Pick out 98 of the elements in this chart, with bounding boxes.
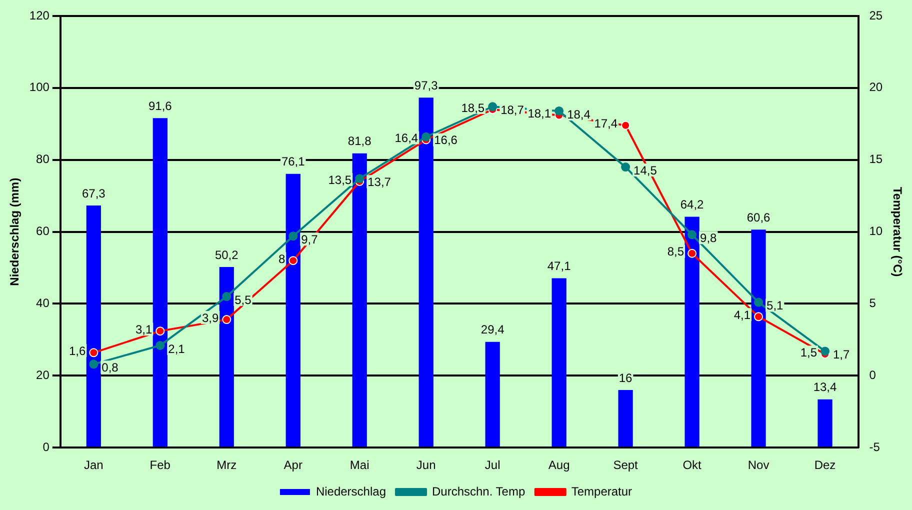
point	[820, 346, 830, 356]
data-label: 16	[618, 370, 633, 385]
data-label: 17,4	[594, 116, 618, 131]
data-label: 1,6	[68, 344, 86, 358]
point	[89, 360, 98, 369]
point	[156, 340, 165, 350]
point	[621, 162, 630, 172]
data-label: 81,8	[348, 134, 372, 148]
data-label: 13,7	[368, 174, 392, 189]
x-tick-label: Sept	[613, 458, 639, 472]
y2-tick-label: 10	[869, 224, 883, 238]
data-label: 67,3	[82, 186, 106, 200]
data-label: 2,1	[168, 342, 186, 356]
data-label: 18,1	[528, 106, 552, 121]
y-axis-title: Niederschlag (mm)	[8, 178, 22, 286]
y2-tick-label: 0	[869, 368, 876, 382]
data-label: 9,8	[700, 230, 718, 245]
data-label: 18,7	[500, 102, 524, 117]
point	[222, 315, 232, 324]
data-label: 4,1	[734, 308, 751, 322]
data-label: 5,1	[766, 298, 784, 313]
bar	[684, 216, 700, 447]
point	[422, 132, 431, 142]
data-label: 18,5	[461, 100, 485, 115]
bar	[552, 278, 566, 447]
x-tick-label: Dez	[814, 458, 836, 472]
point	[288, 232, 298, 241]
point	[156, 326, 165, 336]
x-tick-label: Okt	[682, 458, 702, 472]
point	[89, 348, 98, 358]
data-label: 18,4	[567, 107, 591, 122]
bar	[818, 399, 832, 447]
data-label: 64,2	[680, 198, 704, 212]
y-tick-label: 120	[29, 8, 50, 22]
data-label: 8	[278, 252, 286, 266]
y2-axis-title: Temperatur (°C)	[890, 186, 904, 277]
y2-tick-label: -5	[869, 440, 880, 454]
bar	[152, 118, 168, 447]
bar	[286, 174, 300, 447]
data-label: 76,1	[281, 154, 306, 169]
point	[222, 292, 232, 302]
y2-tick-label: 15	[869, 152, 883, 166]
data-label: 97,3	[414, 78, 438, 92]
point	[688, 248, 697, 258]
y2-tick-label: 5	[869, 296, 876, 310]
data-label: 13,5	[328, 172, 352, 187]
data-label: 50,2	[214, 248, 239, 262]
x-tick-label: Jan	[84, 458, 104, 472]
bar	[352, 153, 367, 447]
legend-label: Niederschlag	[316, 484, 386, 498]
legend-label: Durchschn. Temp	[432, 484, 526, 498]
y2-tick-label: 25	[869, 8, 883, 22]
x-tick-label: Jul	[484, 458, 500, 472]
y-tick-label: 40	[36, 296, 50, 310]
x-tick-label: Aug	[548, 458, 570, 472]
legend-label: Temperatur	[571, 484, 632, 498]
x-tick-label: Feb	[150, 458, 171, 472]
data-label: 5,5	[234, 292, 252, 307]
y-tick-label: 100	[29, 80, 50, 94]
y-tick-label: 20	[36, 368, 50, 382]
y2-tick-label: 20	[869, 80, 883, 94]
point	[754, 312, 764, 322]
data-label: 29,4	[480, 322, 505, 337]
point	[488, 102, 498, 112]
x-tick-label: Mai	[350, 458, 370, 472]
point	[754, 298, 764, 307]
bar	[86, 206, 101, 447]
data-label: 1,7	[833, 348, 850, 362]
point	[554, 106, 564, 116]
bar	[418, 98, 434, 447]
y-tick-label: 0	[42, 440, 50, 454]
data-label: 91,6	[148, 98, 172, 113]
y-tick-label: 60	[36, 224, 50, 238]
point	[621, 120, 630, 130]
data-label: 1,5	[800, 345, 818, 360]
data-label: 8,5	[667, 244, 684, 259]
data-label: 3,9	[202, 310, 219, 325]
x-tick-label: Apr	[284, 458, 302, 472]
data-label: 13,4	[813, 380, 838, 394]
bar	[485, 342, 500, 447]
data-label: 47,1	[547, 259, 572, 274]
x-tick-label: Nov	[748, 458, 770, 472]
y-tick-label: 80	[36, 152, 50, 166]
data-label: 16,6	[434, 133, 458, 148]
data-label: 16,4	[394, 131, 418, 146]
point	[355, 174, 364, 184]
data-label: 0,8	[102, 360, 119, 374]
point	[288, 256, 298, 266]
bar	[219, 267, 234, 447]
data-label: 14,5	[634, 163, 658, 178]
data-label: 9,7	[301, 232, 318, 246]
x-tick-label: Mrz	[216, 458, 237, 472]
bar	[751, 230, 766, 447]
x-tick-label: Jun	[416, 458, 436, 472]
point	[688, 230, 697, 240]
bar	[618, 390, 633, 447]
data-label: 3,1	[135, 322, 152, 336]
data-label: 60,6	[746, 210, 771, 224]
